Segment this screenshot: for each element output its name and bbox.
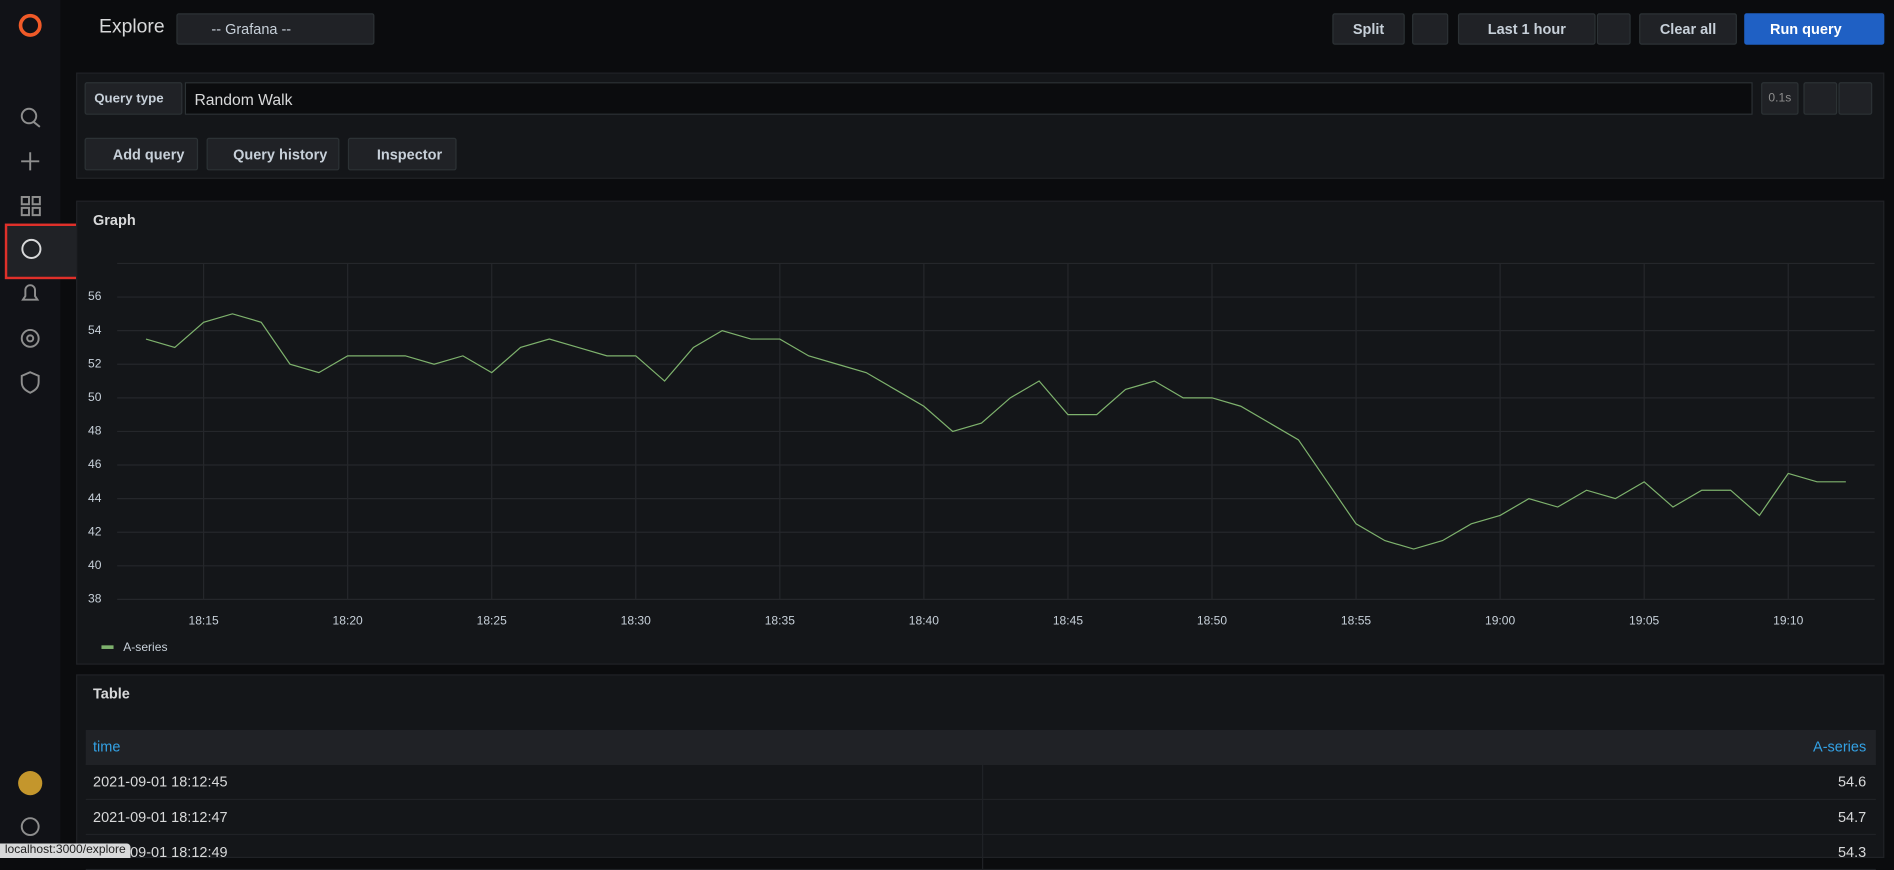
share-button[interactable] <box>1412 13 1449 45</box>
table-row: 2021-09-01 18:12:47 54.7 <box>85 800 1876 836</box>
title-text: Explore <box>99 16 165 38</box>
x-tick-label: 18:20 <box>333 613 363 627</box>
query-history-button[interactable]: Query history <box>206 137 340 171</box>
x-tick-label: 18:15 <box>188 613 218 627</box>
column-header[interactable]: time <box>93 738 121 756</box>
status-bar: localhost:3000/explore <box>0 843 131 859</box>
cell: 54.7 <box>1837 808 1867 826</box>
x-tick-label: 18:55 <box>1341 613 1371 627</box>
table: time A-series 2021-09-01 18:12:45 54.6 202… <box>85 729 1876 870</box>
search-icon[interactable] <box>20 107 38 125</box>
x-tick-label: 18:25 <box>477 613 507 627</box>
table-panel: Table time A-series 2021-09-01 18:12:45 54… <box>76 674 1885 870</box>
table-header: time A-series <box>85 729 1876 765</box>
cell: 2021-09-01 18:12:45 <box>93 773 228 791</box>
hide-button[interactable] <box>1803 82 1838 115</box>
x-tick-label: 18:40 <box>909 613 940 627</box>
y-tick-label: 46 <box>88 457 102 471</box>
table-title: Table <box>93 685 130 703</box>
y-tick-label: 40 <box>88 558 102 572</box>
y-tick-label: 48 <box>88 424 102 438</box>
config-icon[interactable] <box>20 328 40 348</box>
y-tick-label: 56 <box>88 289 102 303</box>
query-duration: 0.1s <box>1761 82 1799 115</box>
inspector-button[interactable]: Inspector <box>347 137 457 171</box>
help-icon[interactable] <box>20 817 40 837</box>
column-header[interactable]: A-series <box>1813 738 1867 756</box>
query-type-select[interactable]: Random Walk <box>184 82 1753 115</box>
cell: 2021-09-01 18:12:47 <box>93 808 228 826</box>
graph-panel: Graph <box>76 200 1885 665</box>
datasource-picker[interactable]: -- Grafana -- <box>176 13 375 45</box>
legend-swatch <box>101 645 114 649</box>
table-row: 2021-09-01 18:12:45 54.6 <box>85 765 1876 801</box>
split-button[interactable]: Split <box>1332 13 1405 45</box>
graph-chart: 38 40 42 44 46 48 50 52 54 56 18:15 18:20 18:25 18:30… <box>88 262 1875 654</box>
tooltip-icon <box>21 238 42 259</box>
avatar[interactable] <box>18 771 43 796</box>
x-tick-label: 19:10 <box>1773 613 1804 627</box>
x-tick-label: 19:05 <box>1629 613 1659 627</box>
series-line <box>145 313 1846 550</box>
y-tick-label: 52 <box>88 356 102 370</box>
cell: 54.3 <box>1837 843 1867 861</box>
x-tick-label: 19:00 <box>1485 613 1516 627</box>
sidebar <box>0 0 61 859</box>
x-tick-label: 18:50 <box>1197 613 1228 627</box>
column-divider <box>982 729 984 869</box>
shield-icon[interactable] <box>20 371 40 394</box>
y-tick-label: 42 <box>88 524 102 538</box>
logo[interactable] <box>18 13 42 37</box>
y-tick-label: 54 <box>88 323 102 337</box>
zoom-out-button[interactable] <box>1596 13 1631 45</box>
alert-icon[interactable] <box>21 284 40 301</box>
cell: 54.6 <box>1837 773 1867 791</box>
remove-button[interactable] <box>1838 82 1873 115</box>
y-tick-label: 50 <box>88 390 102 404</box>
x-tick-label: 18:35 <box>765 613 796 627</box>
add-query-button[interactable]: Add query <box>84 137 199 171</box>
dashboards-icon[interactable] <box>20 196 41 217</box>
x-tick-label: 18:45 <box>1053 613 1084 627</box>
clear-all-button[interactable]: Clear all <box>1639 13 1737 45</box>
create-icon[interactable] <box>21 152 40 171</box>
table-row: 2021-09-01 18:12:49 54.3 <box>85 835 1876 870</box>
query-type-label: Query type <box>84 82 183 115</box>
legend-label: A-series <box>123 640 167 654</box>
y-tick-label: 44 <box>88 491 102 505</box>
page-title: Explore <box>77 16 165 39</box>
run-query-button[interactable]: Run query <box>1744 13 1885 45</box>
x-tick-label: 18:30 <box>621 613 651 627</box>
y-tick-label: 38 <box>88 592 102 606</box>
time-picker[interactable]: Last 1 hour <box>1457 13 1596 45</box>
graph-title: Graph <box>93 211 136 229</box>
